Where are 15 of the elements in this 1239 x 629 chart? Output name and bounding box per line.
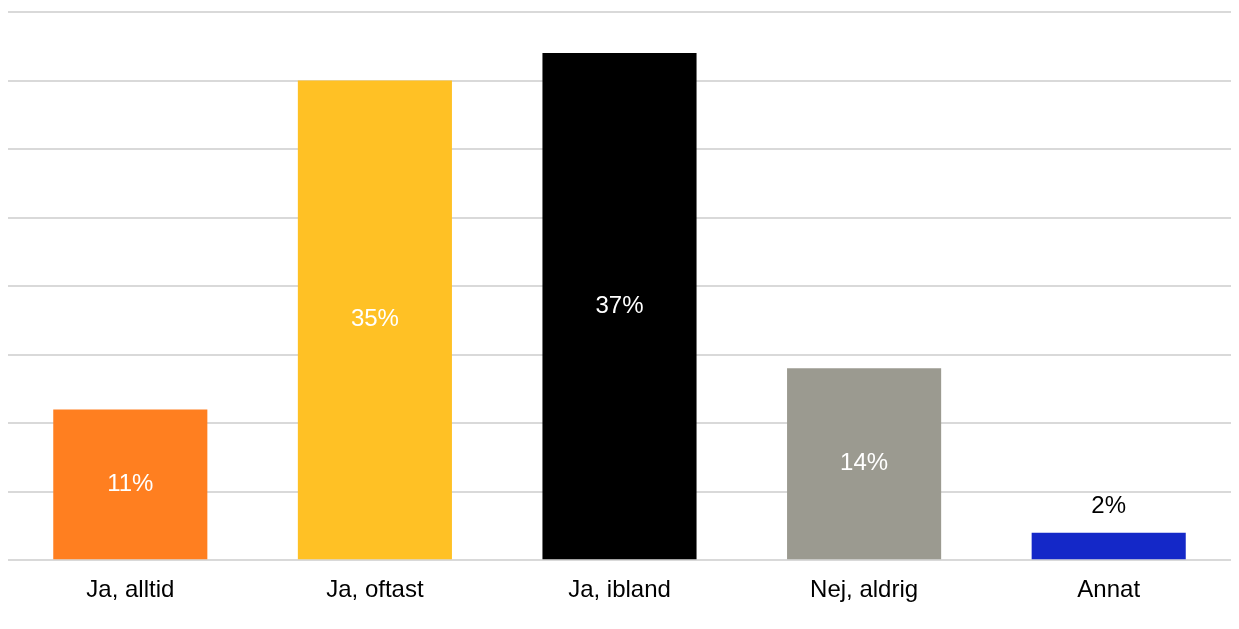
x-tick-label: Nej, aldrig: [810, 575, 919, 603]
x-tick-label: Ja, alltid: [86, 575, 175, 603]
bar: [53, 409, 208, 560]
data-label: 35%: [350, 304, 399, 332]
x-tick-label: Ja, ibland: [568, 575, 671, 603]
x-tick-label: Ja, oftast: [326, 575, 424, 603]
data-label: 37%: [595, 290, 644, 318]
bar: [297, 80, 452, 560]
data-label: 11%: [107, 468, 154, 496]
x-tick-label: Annat: [1077, 575, 1141, 603]
bar: [787, 368, 942, 560]
bar: [542, 53, 697, 560]
data-label: 2%: [1091, 491, 1127, 519]
bar: [1031, 532, 1186, 560]
data-label: 14%: [840, 448, 889, 476]
